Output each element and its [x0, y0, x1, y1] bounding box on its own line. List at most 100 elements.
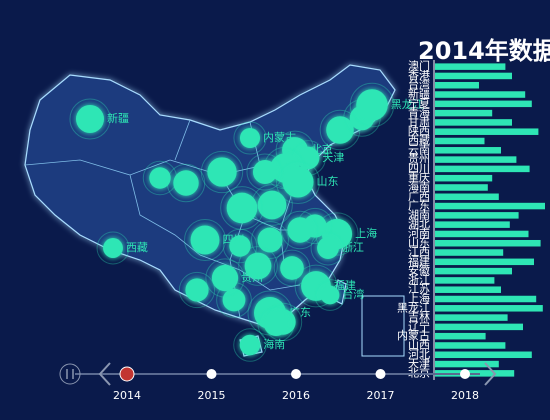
y-tick-label: 北京: [408, 365, 430, 379]
bubble: [103, 238, 123, 258]
bubble: [326, 116, 354, 144]
bubble-ring: [69, 98, 111, 140]
bubble: [282, 166, 314, 198]
bar: [435, 249, 504, 256]
y-tick-label: 黑龙江: [397, 301, 430, 314]
y-tick-label: 吉林: [408, 310, 430, 324]
y-tick-label: 广东: [408, 199, 430, 212]
bar: [435, 305, 543, 312]
bubble-ring: [314, 279, 346, 311]
bubble-ring: [275, 159, 321, 205]
timeline-point[interactable]: [206, 369, 217, 379]
y-tick-label: 山西: [408, 338, 430, 351]
bubble-ring: [238, 246, 278, 286]
bubble-ring: [200, 150, 244, 194]
bubble: [226, 192, 258, 224]
bubble-ring: [349, 82, 395, 128]
bar: [435, 342, 506, 349]
bubble: [257, 190, 287, 220]
bubble: [239, 334, 261, 356]
y-tick-label: 广西: [408, 190, 430, 203]
bar: [435, 174, 493, 182]
bar: [435, 332, 486, 340]
timeline-label: 2018: [451, 389, 479, 402]
bar: [435, 239, 541, 247]
province-label: 海南: [263, 337, 285, 351]
bar: [435, 156, 517, 163]
south-sea-inset: [361, 295, 405, 357]
bubble-ring: [294, 264, 338, 308]
bubble: [287, 217, 313, 243]
bubble: [229, 235, 251, 257]
y-tick-label: 香港: [408, 69, 430, 82]
bubble-ring: [96, 231, 130, 265]
bubble-ring: [233, 121, 267, 155]
bar: [435, 72, 512, 80]
y-tick-label: 河南: [408, 227, 430, 240]
bar: [435, 109, 493, 117]
bubble: [173, 170, 199, 196]
bubble-ring: [246, 153, 284, 191]
bubble-ring: [178, 271, 216, 309]
play-button[interactable]: [59, 363, 81, 385]
bubble: [296, 146, 320, 170]
timeline-point[interactable]: [119, 366, 135, 382]
bar: [435, 221, 510, 228]
bubble: [244, 252, 272, 280]
y-tick-label: 江苏: [408, 283, 430, 296]
bar: [435, 100, 532, 108]
y-tick-label: 安徽: [408, 263, 430, 277]
bubble: [320, 285, 340, 305]
province-label: 四川: [222, 233, 244, 246]
province-label: 黑龙江: [391, 98, 424, 111]
y-tick-label: 内蒙古: [397, 328, 430, 342]
bar: [435, 277, 495, 284]
next-button[interactable]: [484, 362, 497, 386]
y-tick-label: 澳门: [408, 59, 430, 73]
bubble: [317, 237, 339, 259]
timeline-point[interactable]: [375, 369, 386, 379]
bar: [435, 314, 508, 321]
timeline-label: 2016: [282, 389, 310, 402]
y-tick-label: 新疆: [408, 87, 430, 101]
province-label: 福建: [334, 278, 356, 292]
y-tick-label: 贵州: [408, 153, 430, 166]
timeline-point[interactable]: [460, 369, 470, 379]
bubble: [356, 89, 388, 121]
map-outline: [24, 64, 396, 326]
y-tick-label: 上海: [408, 291, 430, 305]
bubble-ring: [205, 258, 245, 298]
province-label: 浙江: [342, 241, 364, 254]
bubble-ring: [251, 221, 289, 259]
bar: [435, 193, 499, 201]
y-tick-label: 天津: [408, 357, 430, 370]
bubble: [185, 278, 209, 302]
y-tick-label: 浙江: [408, 273, 430, 286]
bubble: [252, 159, 278, 185]
bar: [435, 230, 529, 238]
y-tick-label: 海南: [408, 179, 430, 193]
timeline-point[interactable]: [291, 369, 301, 379]
bar: [435, 360, 499, 368]
pause-icon: [66, 369, 74, 379]
bar: [435, 286, 501, 293]
bar: [435, 63, 506, 70]
province-label: 广东: [289, 306, 311, 319]
bubble-ring: [184, 219, 226, 261]
y-tick-label: 甘肃: [408, 115, 430, 128]
bubble-ring: [310, 230, 346, 266]
bubble-ring: [142, 160, 178, 196]
bar: [435, 212, 519, 219]
y-tick-label: 湖南: [408, 208, 430, 221]
bubble-ring: [273, 249, 311, 287]
y-tick-label: 青海: [408, 105, 430, 119]
province-label: 台湾: [342, 287, 364, 301]
bubble: [211, 264, 239, 292]
province-label: 山东: [317, 175, 339, 188]
prev-button[interactable]: [98, 362, 111, 386]
y-tick-label: 重庆: [408, 170, 430, 184]
bar: [435, 81, 479, 89]
province-label: 内蒙古: [263, 130, 296, 144]
bubble-ring: [220, 186, 264, 230]
timeline-label: 2014: [113, 389, 141, 402]
